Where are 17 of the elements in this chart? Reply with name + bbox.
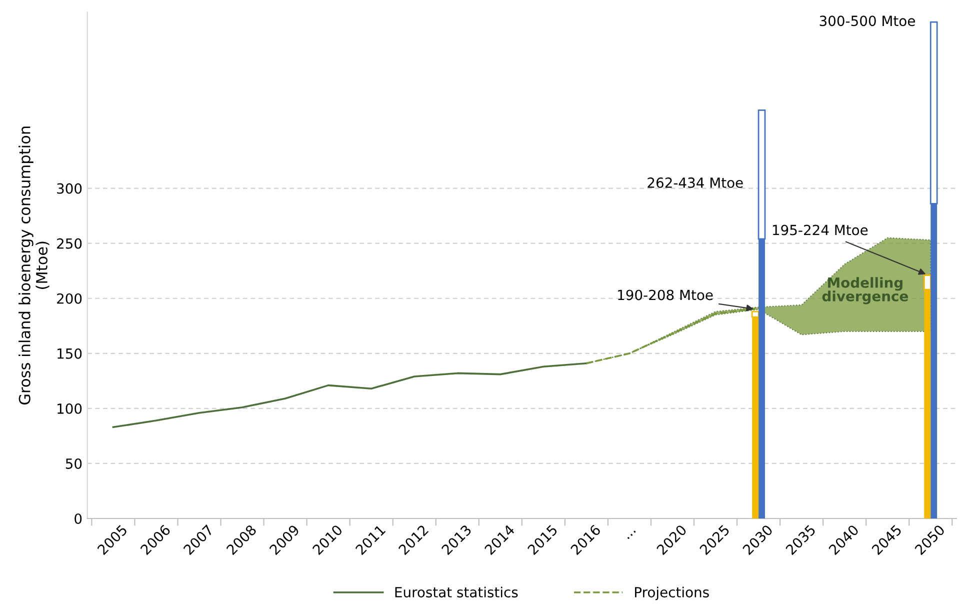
legend-label: Projections (635, 586, 709, 600)
y-tick-label: 50 (66, 458, 82, 469)
annotation: 262-434 Mtoe (648, 177, 743, 188)
y-tick-label: 100 (58, 403, 82, 414)
x-tick-label: ... (627, 530, 636, 540)
y-tick-label: 0 (74, 513, 82, 524)
y-tick-label: 250 (57, 238, 82, 249)
annotation: 195-224 Mtoe (772, 224, 868, 236)
y-tick-label: 150 (58, 348, 82, 359)
annotation: Modelling divergence (822, 277, 908, 304)
y-tick-label: 200 (57, 293, 82, 304)
legend-label: Eurostat statistics (395, 586, 518, 598)
annotation: 300-500 Mtoe (820, 16, 915, 26)
y-tick-label: 300 (57, 183, 82, 194)
annotation: 190-208 Mtoe (618, 290, 713, 300)
line-series (112, 362, 588, 428)
y-axis-title: Gross inland bioenergy consumption (Mtoe) (18, 126, 50, 404)
